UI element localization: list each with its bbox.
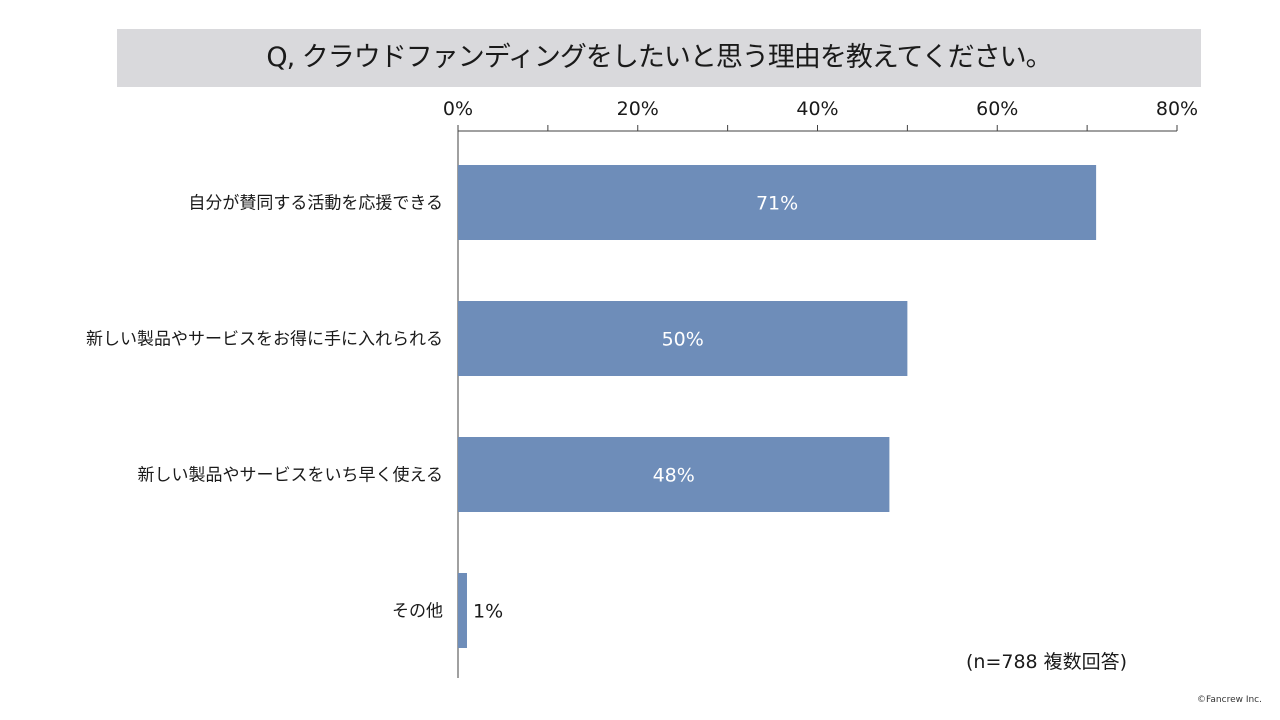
category-label: 自分が賛同する活動を応援できる (188, 194, 443, 214)
copyright: ©Fancrew Inc. (1197, 695, 1262, 705)
bar (458, 437, 890, 512)
bar-layer (458, 165, 1097, 648)
x-tick-label: 0% (443, 98, 473, 120)
data-label: 71% (756, 193, 798, 215)
x-tick-label: 40% (796, 98, 838, 120)
data-label: 1% (473, 601, 503, 623)
x-tick-label: 60% (976, 98, 1018, 120)
category-label: 新しい製品やサービスをお得に手に入れられる (86, 330, 443, 350)
bar (458, 165, 1097, 240)
bar (458, 573, 467, 648)
axis-layer: 0% 20% 40% 60% 80% (443, 98, 1198, 678)
data-label: 48% (653, 465, 695, 487)
x-tick-label: 20% (617, 98, 659, 120)
category-label: 新しい製品やサービスをいち早く使える (138, 465, 444, 486)
data-label: 50% (662, 329, 704, 351)
category-label: その他 (392, 602, 443, 622)
title-bar: Q, クラウドファンディングをしたいと思う理由を教えてください。 (117, 29, 1201, 87)
x-tick-label: 80% (1156, 98, 1198, 120)
bar (458, 301, 908, 376)
chart-title: Q, クラウドファンディングをしたいと思う理由を教えてください。 (266, 42, 1052, 73)
sample-note: (n=788 複数回答) (966, 651, 1128, 673)
label-layer: 自分が賛同する活動を応援できる 71% 新しい製品やサービスをお得に手に入れられる 5… (86, 193, 798, 623)
